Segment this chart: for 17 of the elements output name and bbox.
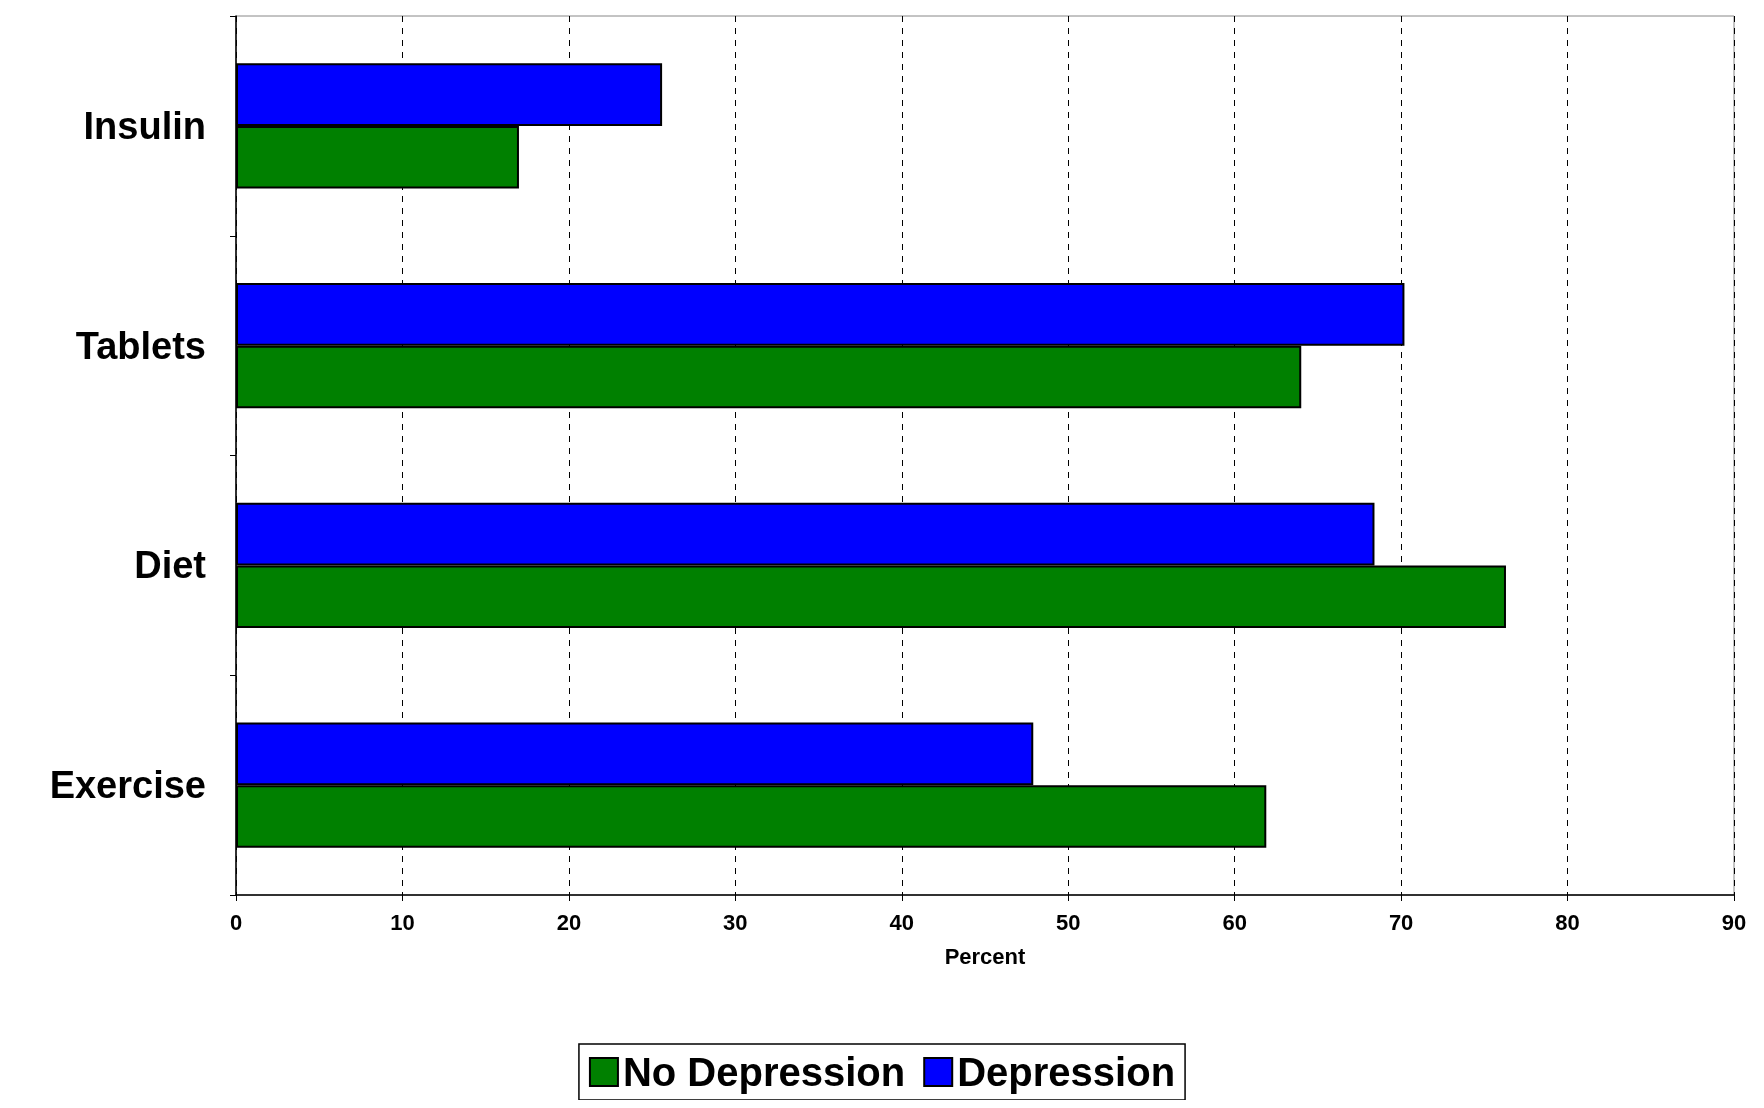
x-tick-label: 20 [556,909,582,935]
x-tick-label: 30 [723,909,748,935]
x-tick-label: 80 [1555,909,1580,935]
x-tick-label: 10 [390,909,415,935]
x-tick-label: 60 [1222,909,1247,935]
x-tick-label: 0 [229,909,243,935]
x-tick-label: 90 [1721,909,1747,935]
x-tick-label: 50 [1055,909,1081,935]
x-tick-label: 70 [1388,909,1414,935]
y-tick-label: Tablets [75,324,206,367]
y-tick-label: Exercise [49,764,206,807]
x-tick-label: 40 [889,909,915,935]
x-axis-title: Percent [944,943,1027,969]
y-tick-label: Insulin [83,104,206,147]
legend-label: Depression [957,1050,1176,1094]
y-tick-label: Diet [134,544,207,587]
legend-label: No Depression [622,1050,906,1094]
